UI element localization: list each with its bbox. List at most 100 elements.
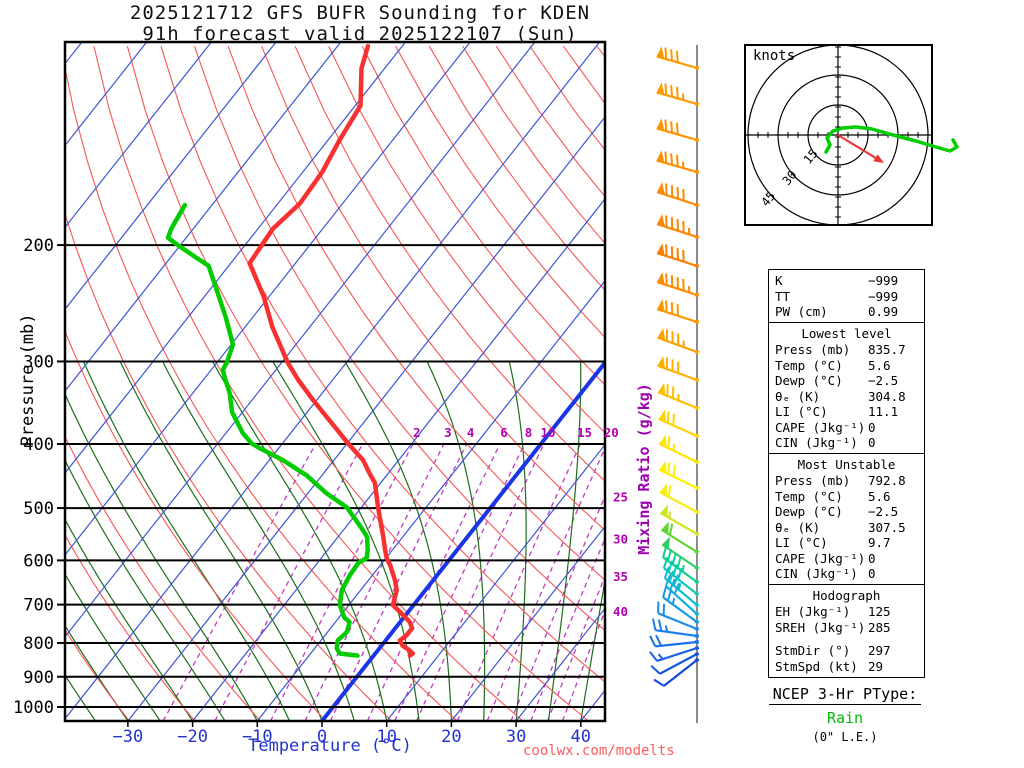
wind-barb-full bbox=[669, 578, 676, 591]
table-section: Lowest level Press (mb) 835.7 Temp (°C) 5.6 D… bbox=[768, 322, 925, 455]
table-row-value: 307.5 bbox=[868, 519, 906, 535]
wind-barb-full bbox=[657, 601, 660, 614]
table-row: Press (mb) 792.8 bbox=[775, 473, 918, 489]
wind-barb-full bbox=[672, 464, 676, 477]
table-row-label: StmDir (°) bbox=[775, 643, 851, 658]
table-row-value: 0 bbox=[868, 566, 876, 581]
wind-barb-full bbox=[664, 83, 668, 96]
wind-barb bbox=[657, 355, 700, 383]
wind-barb-shaft bbox=[659, 653, 698, 675]
wind-barb-shaft bbox=[655, 640, 698, 648]
wind-barb bbox=[662, 556, 700, 597]
wind-barb-pennant bbox=[661, 521, 669, 534]
table-row-label: CIN (Jkg⁻¹) bbox=[775, 566, 858, 581]
pressure-tick-label: 300 bbox=[23, 352, 54, 372]
chart-title-line2: 91h forecast valid 2025122107 (Sun) bbox=[142, 23, 578, 45]
wind-barb-half bbox=[671, 597, 676, 605]
wind-barb-full bbox=[676, 304, 679, 316]
table-row: Dewp (°C) −2.5 bbox=[775, 504, 918, 520]
table-row-value: 125 bbox=[868, 604, 891, 619]
wind-barb-full bbox=[657, 619, 663, 632]
table-row: LI (°C) 11.1 bbox=[775, 404, 918, 420]
table-row: SREH (Jkg⁻¹) 285 bbox=[775, 620, 918, 636]
wind-barb bbox=[662, 585, 700, 625]
table-row-value: 0.99 bbox=[868, 304, 899, 319]
wind-barb-station-dot bbox=[694, 433, 700, 439]
wind-barb bbox=[657, 382, 700, 411]
dewpoint-curve bbox=[165, 202, 370, 658]
isotherm-line bbox=[65, 42, 471, 556]
wind-barb bbox=[661, 536, 700, 571]
wind-barb-full bbox=[667, 436, 671, 449]
wind-barb-full bbox=[664, 47, 668, 60]
table-row-value: 0 bbox=[868, 419, 876, 435]
temperature-curve bbox=[247, 43, 416, 658]
wind-barb bbox=[652, 618, 700, 639]
wind-barb-full bbox=[665, 273, 668, 286]
wind-barb bbox=[656, 214, 700, 240]
watermark-link[interactable]: coolwx.com/modelts bbox=[523, 743, 675, 759]
mixing-ratio-label: 2 bbox=[413, 425, 421, 440]
plot-border bbox=[63, 40, 607, 723]
wind-barb-full bbox=[682, 188, 685, 201]
wind-barb-shaft bbox=[658, 417, 698, 438]
wind-barb-pennant bbox=[662, 536, 670, 549]
wind-barb-station-dot bbox=[694, 579, 700, 585]
table-row-label: LI (°C) bbox=[775, 535, 828, 550]
table-row: θₑ (K) 307.5 bbox=[775, 520, 918, 536]
wind-barb-half bbox=[681, 564, 685, 572]
table-row: TT −999 bbox=[775, 289, 918, 305]
moist-adiabat-line bbox=[162, 361, 355, 721]
wind-barb-half bbox=[672, 444, 676, 451]
wind-barb-full bbox=[673, 574, 679, 587]
wind-barb-half bbox=[687, 285, 691, 293]
wind-barb-full bbox=[666, 384, 669, 397]
wind-barb-full bbox=[673, 582, 681, 595]
wind-barb-pennant bbox=[657, 272, 665, 285]
wind-barb bbox=[649, 634, 699, 648]
wind-barb-full bbox=[665, 357, 668, 370]
isotherm-line bbox=[65, 42, 406, 474]
wind-barb-station-dot bbox=[694, 633, 700, 639]
storm-motion-arrow bbox=[837, 134, 878, 160]
table-section: Most Unstable Press (mb) 792.8 Temp (°C) 5.6… bbox=[768, 453, 925, 586]
wind-barb bbox=[656, 118, 700, 143]
wind-barb-station-dot bbox=[694, 405, 700, 411]
wind-barb-half bbox=[664, 625, 669, 633]
wind-barb-full bbox=[664, 574, 672, 587]
wind-barb-full bbox=[662, 556, 669, 569]
mixing-ratio-line bbox=[304, 443, 445, 721]
pressure-tick-label: 200 bbox=[23, 236, 54, 256]
ptype-heading: NCEP 3-Hr PType: bbox=[768, 685, 922, 705]
mixing-ratio-line bbox=[329, 443, 468, 721]
temperature-tick-label: 30 bbox=[506, 727, 526, 747]
wind-barb-station-dot bbox=[694, 65, 700, 71]
table-row-value: 5.6 bbox=[868, 488, 891, 504]
dry-adiabat-line bbox=[65, 329, 327, 721]
table-row: Temp (°C) 5.6 bbox=[775, 489, 918, 505]
pressure-tick-label: 900 bbox=[23, 668, 54, 688]
wind-barb-pennant bbox=[659, 460, 667, 474]
table-row-value: 0 bbox=[868, 435, 876, 450]
storm-motion-arrowhead bbox=[873, 154, 884, 163]
temperature-tick-label: 20 bbox=[441, 727, 461, 747]
wind-barb-full bbox=[662, 545, 668, 558]
wind-barb bbox=[660, 504, 700, 537]
table-row-label: Press (mb) bbox=[775, 342, 851, 357]
indices-table: K −999 TT −999 PW (cm) 0.99 Lowest level Press … bbox=[768, 269, 925, 678]
moist-adiabat-line bbox=[83, 361, 291, 721]
wind-barb bbox=[653, 657, 700, 687]
wind-barb-full bbox=[675, 50, 679, 63]
mixing-ratio-label: 3 bbox=[444, 425, 452, 440]
wind-barb bbox=[656, 299, 700, 325]
table-row-label: CAPE (Jkg⁻¹) bbox=[775, 419, 866, 435]
dry-adiabat-line bbox=[395, 45, 605, 339]
wind-barb-full bbox=[676, 219, 679, 231]
wind-barb-full bbox=[668, 570, 675, 583]
wind-barb-shaft bbox=[657, 612, 698, 631]
isotherm-line bbox=[192, 198, 605, 721]
wind-barb-full bbox=[670, 302, 674, 315]
wind-barb-station-dot bbox=[694, 645, 700, 651]
mixing-ratio-line bbox=[415, 443, 545, 721]
